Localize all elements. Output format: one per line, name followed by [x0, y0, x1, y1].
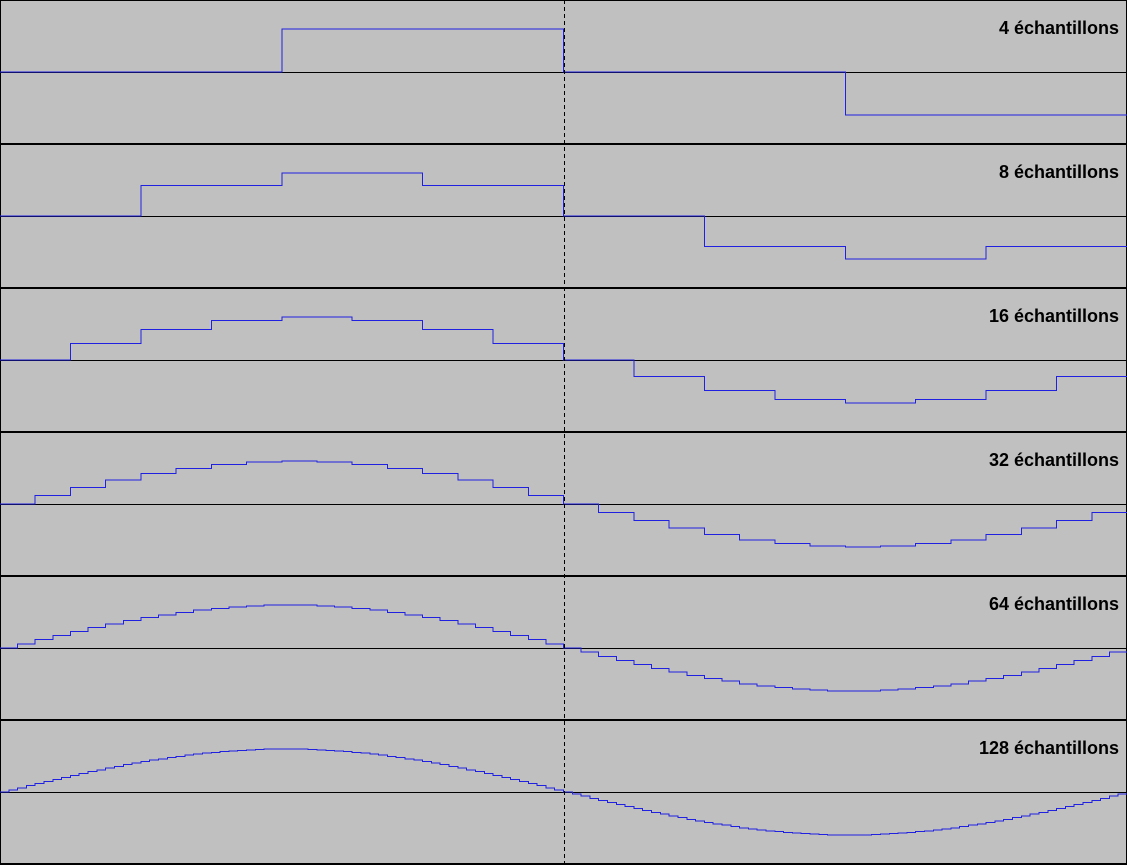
chart-panel: 16 échantillons — [0, 289, 1127, 431]
chart-panel: 8 échantillons — [0, 145, 1127, 287]
panel-label: 4 échantillons — [999, 18, 1119, 38]
panel-label: 64 échantillons — [989, 594, 1119, 614]
sampled-signal — [0, 172, 1127, 260]
sampled-signal — [0, 460, 1127, 548]
panel-label: 128 échantillons — [979, 738, 1119, 758]
chart-panel: 4 échantillons — [0, 1, 1127, 143]
chart-panel: 32 échantillons — [0, 433, 1127, 575]
chart-panel: 128 échantillons — [0, 721, 1127, 863]
panel-label: 32 échantillons — [989, 450, 1119, 470]
chart-panel: 64 échantillons — [0, 577, 1127, 719]
panel-label: 16 échantillons — [989, 306, 1119, 326]
sampled-signal — [0, 28, 1127, 116]
sampled-signal — [0, 316, 1127, 404]
sampled-signal — [0, 748, 1127, 836]
sampled-signal — [0, 604, 1127, 692]
panel-label: 8 échantillons — [999, 162, 1119, 182]
